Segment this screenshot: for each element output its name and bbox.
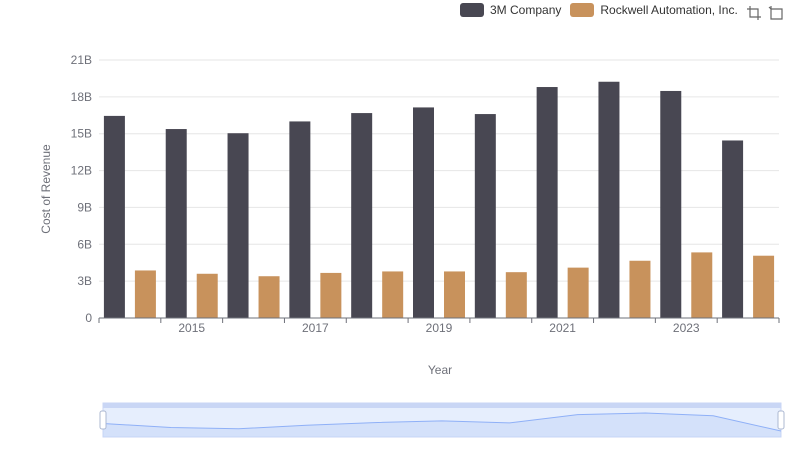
bar-3m bbox=[103, 115, 125, 319]
bar-rockwell bbox=[134, 270, 156, 318]
bar-3m bbox=[660, 90, 682, 319]
data-zoom-slider bbox=[99, 402, 785, 438]
bar-rockwell bbox=[320, 272, 342, 318]
y-tick-label: 0 bbox=[85, 311, 92, 325]
y-tick-label: 6B bbox=[77, 237, 92, 251]
bar-rockwell bbox=[258, 276, 280, 318]
bar-3m bbox=[536, 87, 558, 319]
zoom-area bbox=[103, 413, 781, 437]
bar-3m bbox=[289, 121, 311, 318]
legend-label: 3M Company bbox=[490, 3, 562, 17]
grid-lines bbox=[99, 59, 779, 282]
bar-rockwell bbox=[505, 272, 527, 318]
y-tick-label: 15B bbox=[71, 127, 92, 141]
x-tick-label: 2017 bbox=[302, 321, 329, 335]
bar-rockwell bbox=[691, 252, 713, 318]
legend-label: Rockwell Automation, Inc. bbox=[600, 3, 738, 17]
bar-rockwell bbox=[567, 267, 589, 318]
x-tick-label: 2021 bbox=[549, 321, 576, 335]
zoom-line bbox=[102, 412, 782, 432]
bar-3m bbox=[227, 133, 249, 318]
chart-toolbar bbox=[746, 5, 790, 21]
y-tick-label: 3B bbox=[77, 274, 92, 288]
legend-item-3m[interactable]: 3M Company bbox=[460, 3, 561, 17]
x-tick-label: 2019 bbox=[426, 321, 453, 335]
bar-rockwell bbox=[444, 271, 465, 318]
zoom-handle-left[interactable] bbox=[99, 410, 107, 430]
legend: 3M Company Rockwell Automation, Inc. bbox=[460, 3, 747, 17]
bar-3m bbox=[474, 114, 496, 318]
axes: 0 3B 6B 9B 12B 15B 18B 21B 2015 2017 2019 2021 2023 bbox=[71, 53, 780, 335]
bar-3m bbox=[351, 113, 373, 319]
y-axis-title: Cost of Revenue bbox=[39, 144, 53, 234]
y-tick-label: 9B bbox=[77, 200, 92, 214]
bar-rockwell bbox=[382, 271, 404, 318]
bar-rockwell bbox=[629, 260, 651, 318]
bar-rockwell bbox=[196, 273, 218, 318]
x-axis-title: Year bbox=[428, 363, 452, 377]
y-tick-label: 21B bbox=[71, 53, 92, 67]
legend-swatch bbox=[570, 3, 595, 17]
restore-icon[interactable] bbox=[768, 5, 784, 21]
zoom-top-bar bbox=[103, 403, 781, 408]
legend-item-rockwell[interactable]: Rockwell Automation, Inc. bbox=[570, 3, 738, 17]
y-tick-label: 18B bbox=[71, 90, 92, 104]
x-tick-label: 2023 bbox=[673, 321, 700, 335]
bar-3m bbox=[413, 107, 434, 319]
bar-3m bbox=[165, 129, 187, 318]
bar-3m bbox=[598, 81, 620, 318]
bar-rockwell bbox=[753, 255, 775, 318]
y-tick-label: 12B bbox=[71, 164, 92, 178]
zoom-handle-right[interactable] bbox=[777, 410, 785, 430]
bar-3m bbox=[722, 140, 744, 318]
zoom-icon[interactable] bbox=[746, 5, 762, 21]
legend-swatch bbox=[460, 3, 484, 17]
bars bbox=[103, 81, 775, 319]
x-tick-label: 2015 bbox=[178, 321, 205, 335]
